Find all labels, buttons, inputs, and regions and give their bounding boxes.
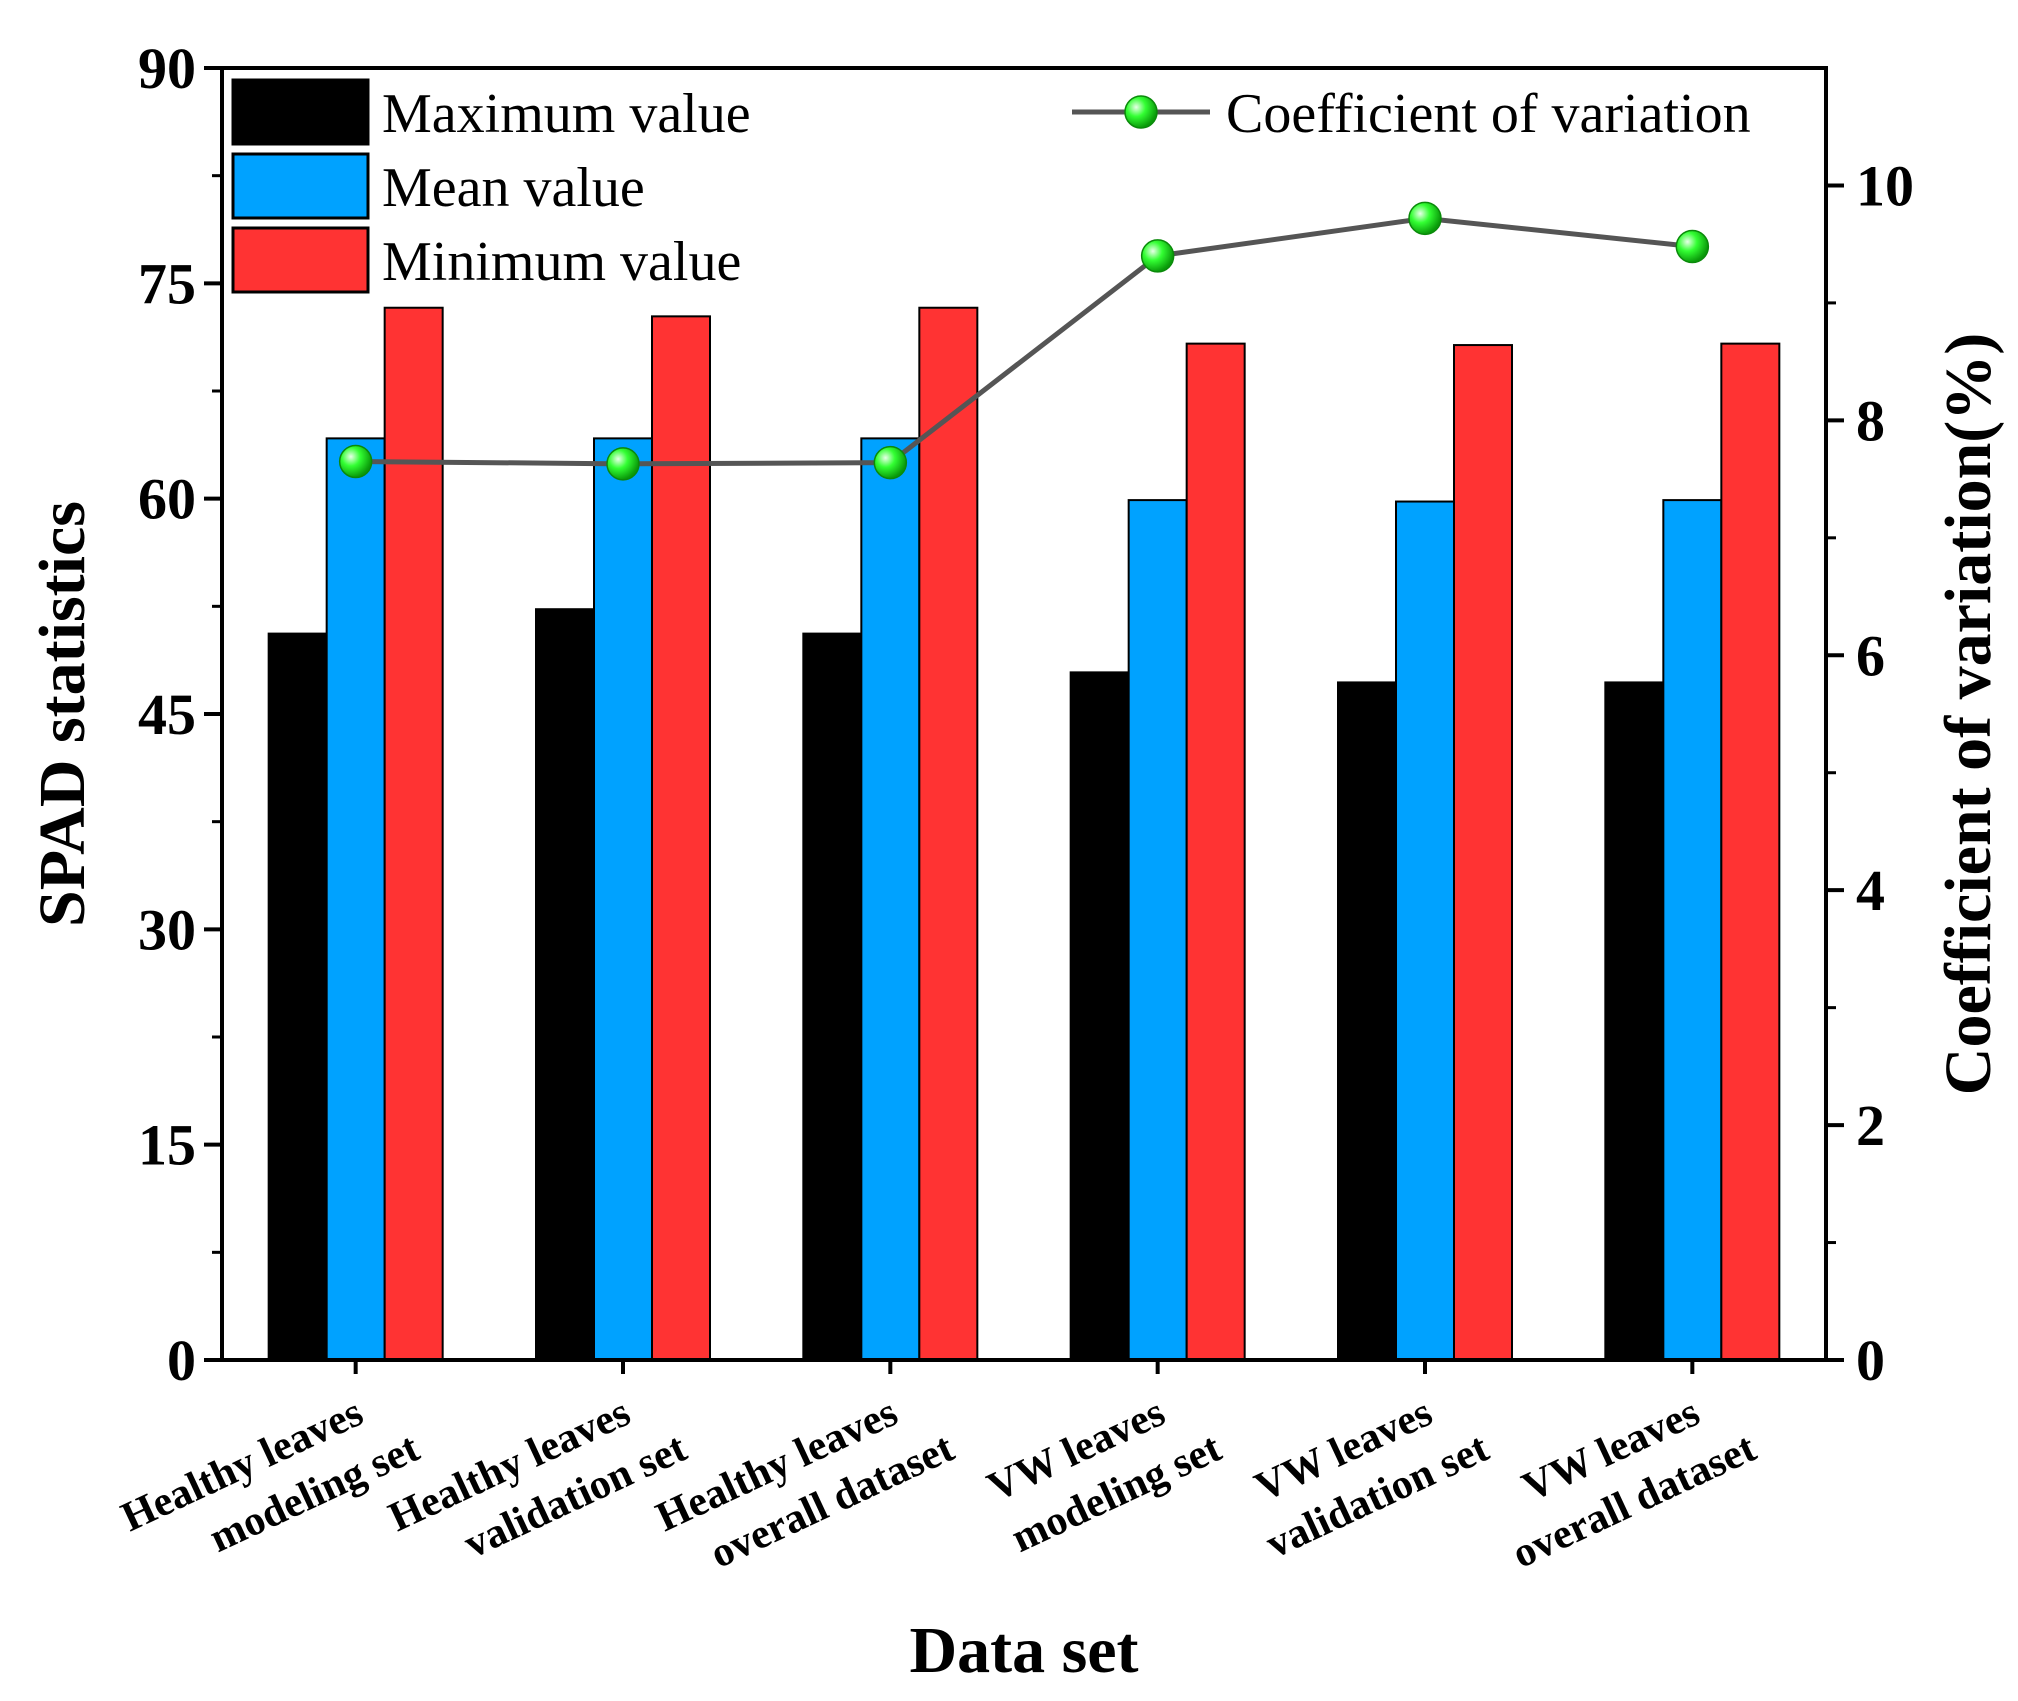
bar-minimum-value-3 [1185,342,1246,1362]
y2-axis-title: Coefficient of variation(%) [1932,333,2005,1095]
bar-maximum-value-5 [1604,681,1665,1361]
y2-tick-label-5: 10 [1856,153,1914,218]
legend-swatch-2 [231,226,370,294]
cv-marker-0 [338,444,373,479]
bar-minimum-value-4 [1453,344,1513,1362]
bars-layer [267,306,1781,1362]
bar-minimum-value-5 [1720,342,1781,1362]
legend: Maximum value Mean value Minimum value Coef… [231,78,1751,294]
y2-tick-label-0: 0 [1856,1328,1885,1393]
y-tick-label-3: 45 [138,682,196,747]
y-tick-label-2: 30 [138,897,196,962]
y2-tick-label-2: 4 [1856,858,1885,923]
bar-minimum-value-1 [651,315,711,1362]
cv-marker-5 [1675,229,1710,264]
bar-maximum-value-0 [267,632,328,1361]
bar-maximum-value-4 [1337,681,1397,1361]
legend-line-marker [1124,95,1158,129]
bar-mean-value-0 [325,437,386,1361]
y2-tick-label-3: 6 [1856,623,1885,688]
bar-minimum-value-0 [383,306,444,1361]
y-tick-label-0: 0 [167,1328,196,1393]
cv-marker-2 [873,445,908,480]
bar-mean-value-1 [593,437,653,1361]
legend-label-1: Mean value [382,157,645,219]
legend-swatch-0 [231,78,370,146]
cv-marker-3 [1140,239,1175,273]
legend-label-0: Maximum value [382,83,751,145]
bar-mean-value-4 [1395,500,1455,1361]
bar-mean-value-5 [1662,499,1723,1361]
y-tick-label-1: 15 [138,1113,196,1178]
bar-mean-value-3 [1127,499,1188,1361]
cv-line [355,215,1693,467]
legend-swatch-1 [231,152,370,220]
bar-maximum-value-1 [535,608,595,1361]
y-tick-label-6: 90 [138,36,196,101]
legend-label-cv: Coefficient of variation [1226,83,1751,145]
bar-maximum-value-3 [1069,671,1130,1361]
x-axis-title: Data set [909,1614,1138,1687]
bar-maximum-value-2 [802,632,863,1361]
legend-label-2: Minimum value [382,231,741,293]
bar-mean-value-2 [860,437,921,1361]
y-tick-label-4: 60 [138,467,196,532]
y2-tick-label-1: 2 [1856,1093,1885,1158]
y-tick-label-5: 75 [138,251,196,316]
cv-marker-4 [1408,201,1442,236]
y2-tick-label-4: 8 [1856,388,1885,453]
y-axis-title: SPAD statistics [26,501,99,927]
cv-marker-1 [606,447,640,481]
cv-line-layer [338,201,1710,481]
bar-minimum-value-2 [918,306,979,1361]
